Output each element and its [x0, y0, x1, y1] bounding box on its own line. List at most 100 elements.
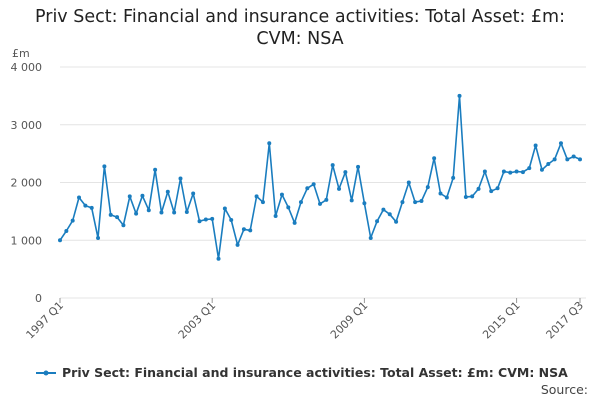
data-point	[425, 185, 430, 190]
data-point	[286, 205, 291, 210]
data-point	[546, 162, 551, 167]
data-point	[330, 163, 335, 168]
chart-title-line-2: CVM: NSA	[256, 29, 344, 49]
data-point	[191, 191, 196, 196]
y-tick-label: 0	[35, 292, 42, 305]
data-point	[362, 201, 367, 206]
data-point	[260, 200, 265, 205]
data-point	[222, 206, 227, 211]
data-point	[267, 141, 272, 146]
data-point	[489, 189, 494, 194]
legend-marker	[43, 370, 49, 376]
data-point	[533, 143, 538, 148]
data-point	[527, 166, 532, 171]
data-point	[470, 194, 475, 199]
data-point	[368, 235, 373, 240]
data-point	[115, 215, 120, 220]
data-point	[58, 238, 62, 243]
data-point	[324, 197, 329, 202]
data-point	[318, 201, 322, 206]
y-tick-label: 2 000	[11, 177, 43, 190]
data-point	[400, 200, 405, 205]
data-point	[172, 210, 177, 215]
data-point	[64, 229, 69, 234]
data-point	[305, 186, 310, 191]
data-point	[476, 186, 481, 191]
data-point	[387, 212, 392, 217]
data-point	[432, 156, 437, 161]
data-point	[254, 194, 259, 199]
data-point	[375, 219, 380, 224]
data-point	[451, 175, 456, 180]
data-point	[279, 192, 284, 197]
series-layer	[58, 93, 582, 261]
data-point	[292, 220, 297, 225]
data-point	[413, 200, 418, 205]
data-point	[146, 208, 151, 213]
data-point	[578, 157, 582, 162]
data-point	[83, 203, 88, 208]
data-point	[457, 93, 462, 98]
data-point	[311, 182, 316, 187]
data-point	[197, 219, 202, 224]
data-point	[248, 228, 253, 233]
data-point	[134, 211, 139, 216]
data-point	[406, 180, 411, 185]
data-point	[96, 235, 101, 240]
x-tick-label: 2009 Q1	[328, 299, 371, 342]
x-tick-label: 2003 Q1	[176, 299, 219, 342]
x-tick-label: 2017 Q3	[544, 299, 587, 342]
chart-title-line-1: Priv Sect: Financial and insurance activ…	[35, 7, 565, 27]
data-point	[108, 212, 113, 217]
legend-label: Priv Sect: Financial and insurance activ…	[62, 365, 568, 380]
data-point	[159, 210, 164, 215]
data-point	[349, 198, 354, 203]
data-point	[565, 157, 570, 162]
data-point	[70, 218, 75, 223]
data-point	[571, 154, 576, 159]
data-point	[520, 170, 525, 175]
data-point	[127, 194, 132, 199]
source-label: Source:	[541, 382, 588, 397]
data-point	[229, 218, 234, 223]
data-point	[235, 242, 240, 247]
data-point	[381, 207, 386, 212]
data-point	[140, 193, 145, 198]
legend: Priv Sect: Financial and insurance activ…	[36, 365, 568, 380]
data-point	[438, 191, 443, 196]
data-point	[178, 176, 183, 181]
data-point	[539, 167, 544, 172]
data-point	[419, 198, 424, 203]
y-tick-label: 3 000	[11, 119, 43, 132]
data-point	[153, 167, 158, 172]
data-point	[77, 195, 82, 200]
data-point	[89, 205, 94, 210]
data-point	[356, 164, 361, 169]
y-axis-ticks: 0 1 000 2 000 3 000 4 000	[11, 61, 43, 305]
data-point	[508, 170, 513, 175]
data-point	[337, 186, 342, 191]
data-point	[394, 219, 399, 224]
x-axis: 1997 Q1 2003 Q1 2009 Q1 2015 Q1 2017 Q3	[24, 298, 587, 342]
x-tick-label: 1997 Q1	[24, 299, 67, 342]
data-point	[463, 194, 468, 199]
data-point	[343, 170, 348, 175]
data-point	[102, 164, 107, 169]
chart-title: Priv Sect: Financial and insurance activ…	[0, 6, 600, 50]
series-line	[59, 95, 581, 260]
data-point	[165, 189, 170, 194]
data-point	[558, 141, 563, 146]
data-point	[552, 157, 557, 162]
data-point	[184, 209, 189, 214]
x-tick-label: 2015 Q1	[480, 299, 523, 342]
data-point	[273, 213, 278, 218]
data-point	[514, 169, 519, 174]
data-point	[203, 217, 208, 222]
y-axis-unit-label: £m	[12, 47, 30, 60]
gridlines	[60, 66, 586, 299]
data-point	[501, 169, 506, 174]
data-point	[216, 256, 221, 261]
data-point	[210, 216, 215, 221]
y-tick-label: 1 000	[11, 234, 43, 247]
